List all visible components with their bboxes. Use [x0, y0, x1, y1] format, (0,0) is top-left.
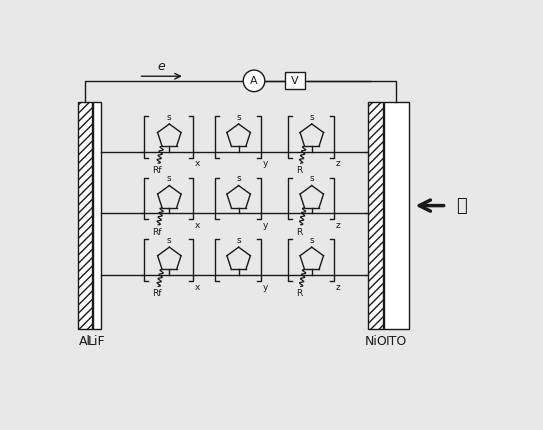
Text: Rf: Rf	[152, 166, 161, 175]
Text: z: z	[336, 221, 340, 230]
Bar	[79, 101, 92, 329]
Text: y: y	[262, 283, 268, 292]
Text: NiO: NiO	[364, 335, 387, 348]
Text: Rf: Rf	[152, 289, 161, 298]
Bar	[384, 101, 409, 329]
Text: e: e	[158, 60, 166, 73]
Text: R: R	[296, 166, 302, 175]
Text: 光: 光	[456, 197, 466, 215]
Text: z: z	[336, 283, 340, 292]
Text: s: s	[167, 113, 172, 122]
Circle shape	[243, 70, 265, 92]
Text: s: s	[236, 236, 241, 245]
Text: s: s	[310, 113, 314, 122]
Text: y: y	[262, 160, 268, 169]
Text: R: R	[296, 228, 302, 237]
Text: A: A	[250, 76, 258, 86]
Bar	[368, 101, 383, 329]
Text: LiF: LiF	[88, 335, 106, 348]
Text: x: x	[195, 160, 200, 169]
Text: s: s	[310, 174, 314, 183]
Bar	[368, 101, 383, 329]
Text: y: y	[262, 221, 268, 230]
Text: ITO: ITO	[386, 335, 407, 348]
Text: s: s	[167, 174, 172, 183]
Text: Rf: Rf	[152, 228, 161, 237]
Text: V: V	[291, 76, 299, 86]
Bar	[79, 101, 92, 329]
Text: R: R	[296, 289, 302, 298]
Text: s: s	[310, 236, 314, 245]
Text: s: s	[236, 174, 241, 183]
Text: x: x	[195, 283, 200, 292]
Bar	[285, 72, 305, 89]
Text: s: s	[167, 236, 172, 245]
Text: s: s	[236, 113, 241, 122]
Text: z: z	[336, 160, 340, 169]
Text: x: x	[195, 221, 200, 230]
Text: Al: Al	[79, 335, 91, 348]
Bar	[93, 101, 101, 329]
